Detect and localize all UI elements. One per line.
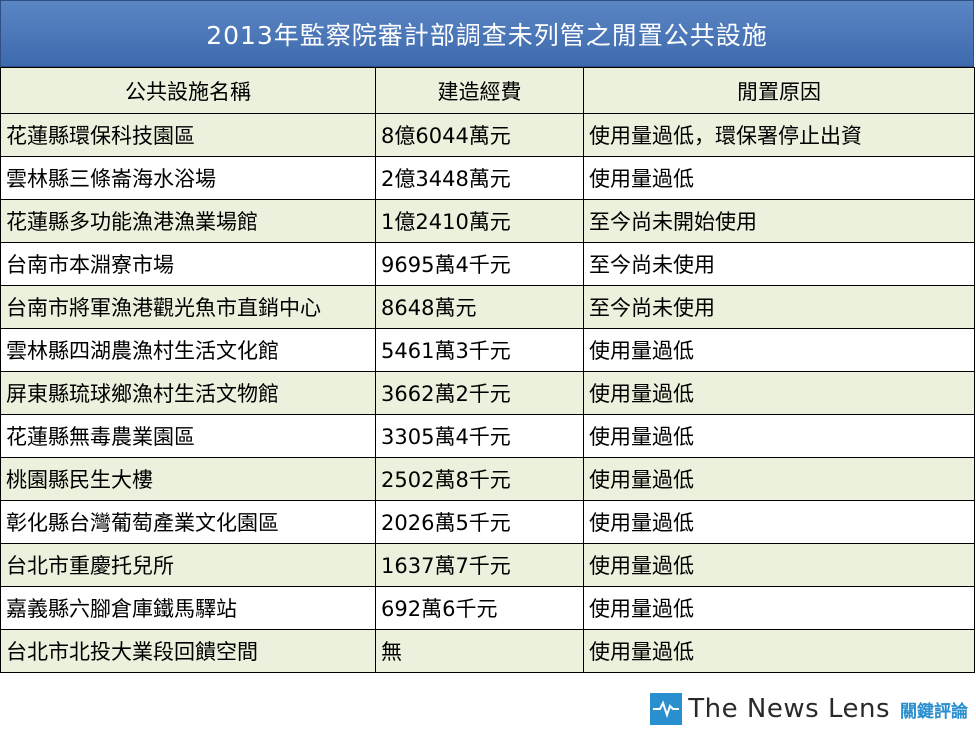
idle-reason: 使用量過低 [583, 328, 975, 372]
idle-reason: 至今尚未使用 [583, 285, 975, 329]
table-row: 台南市本淵寮市場 9695萬4千元 至今尚未使用 [0, 242, 975, 286]
brand-name-zh: 關鍵評論 [900, 701, 968, 722]
idle-reason: 使用量過低 [583, 414, 975, 458]
idle-reason: 使用量過低 [583, 371, 975, 415]
idle-reason: 使用量過低 [583, 457, 975, 501]
construction-cost: 1億2410萬元 [375, 199, 584, 243]
facility-name: 雲林縣四湖農漁村生活文化館 [0, 328, 376, 372]
construction-cost: 無 [375, 629, 584, 673]
idle-reason: 使用量過低 [583, 586, 975, 630]
idle-reason: 使用量過低 [583, 156, 975, 200]
table-row: 屏東縣琉球鄉漁村生活文物館 3662萬2千元 使用量過低 [0, 371, 975, 415]
facility-name: 屏東縣琉球鄉漁村生活文物館 [0, 371, 376, 415]
construction-cost: 8648萬元 [375, 285, 584, 329]
construction-cost: 2502萬8千元 [375, 457, 584, 501]
facility-name: 台北市重慶托兒所 [0, 543, 376, 587]
facility-name: 桃園縣民生大樓 [0, 457, 376, 501]
table-row: 台北市北投大業段回饋空間 無 使用量過低 [0, 629, 975, 673]
table-row: 嘉義縣六腳倉庫鐵馬驛站 692萬6千元 使用量過低 [0, 586, 975, 630]
facility-name: 台南市本淵寮市場 [0, 242, 376, 286]
idle-reason: 使用量過低 [583, 500, 975, 544]
table-row: 雲林縣四湖農漁村生活文化館 5461萬3千元 使用量過低 [0, 328, 975, 372]
idle-reason: 使用量過低，環保署停止出資 [583, 113, 975, 157]
construction-cost: 1637萬7千元 [375, 543, 584, 587]
construction-cost: 2026萬5千元 [375, 500, 584, 544]
facility-name: 台北市北投大業段回饋空間 [0, 629, 376, 673]
table-row: 台南市將軍漁港觀光魚市直銷中心 8648萬元 至今尚未使用 [0, 285, 975, 329]
header-construction-cost: 建造經費 [375, 67, 584, 114]
header-idle-reason: 閒置原因 [583, 67, 975, 114]
idle-reason: 使用量過低 [583, 543, 975, 587]
table-row: 雲林縣三條崙海水浴場 2億3448萬元 使用量過低 [0, 156, 975, 200]
brand-name-en: The News Lens [688, 694, 890, 724]
header-facility-name: 公共設施名稱 [0, 67, 376, 114]
facility-name: 花蓮縣多功能漁港漁業場館 [0, 199, 376, 243]
facility-name: 彰化縣台灣葡萄產業文化園區 [0, 500, 376, 544]
construction-cost: 5461萬3千元 [375, 328, 584, 372]
facility-name: 嘉義縣六腳倉庫鐵馬驛站 [0, 586, 376, 630]
table-row: 花蓮縣無毒農業園區 3305萬4千元 使用量過低 [0, 414, 975, 458]
facility-name: 花蓮縣環保科技園區 [0, 113, 376, 157]
construction-cost: 8億6044萬元 [375, 113, 584, 157]
header-row: 公共設施名稱 建造經費 閒置原因 [0, 67, 975, 114]
table-row: 花蓮縣多功能漁港漁業場館 1億2410萬元 至今尚未開始使用 [0, 199, 975, 243]
table-row: 彰化縣台灣葡萄產業文化園區 2026萬5千元 使用量過低 [0, 500, 975, 544]
idle-facilities-table: 公共設施名稱 建造經費 閒置原因 花蓮縣環保科技園區 8億6044萬元 使用量過… [0, 67, 975, 673]
facility-name: 雲林縣三條崙海水浴場 [0, 156, 376, 200]
construction-cost: 2億3448萬元 [375, 156, 584, 200]
construction-cost: 692萬6千元 [375, 586, 584, 630]
news-lens-logo: The News Lens 關鍵評論 [650, 692, 968, 726]
idle-reason: 至今尚未開始使用 [583, 199, 975, 243]
table-row: 桃園縣民生大樓 2502萬8千元 使用量過低 [0, 457, 975, 501]
construction-cost: 3305萬4千元 [375, 414, 584, 458]
facility-name: 台南市將軍漁港觀光魚市直銷中心 [0, 285, 376, 329]
idle-reason: 至今尚未使用 [583, 242, 975, 286]
idle-reason: 使用量過低 [583, 629, 975, 673]
table-row: 花蓮縣環保科技園區 8億6044萬元 使用量過低，環保署停止出資 [0, 113, 975, 157]
table-row: 台北市重慶托兒所 1637萬7千元 使用量過低 [0, 543, 975, 587]
construction-cost: 9695萬4千元 [375, 242, 584, 286]
table-title: 2013年監察院審計部調查未列管之閒置公共設施 [0, 0, 974, 67]
facility-name: 花蓮縣無毒農業園區 [0, 414, 376, 458]
construction-cost: 3662萬2千元 [375, 371, 584, 415]
pulse-line-icon [650, 693, 683, 725]
